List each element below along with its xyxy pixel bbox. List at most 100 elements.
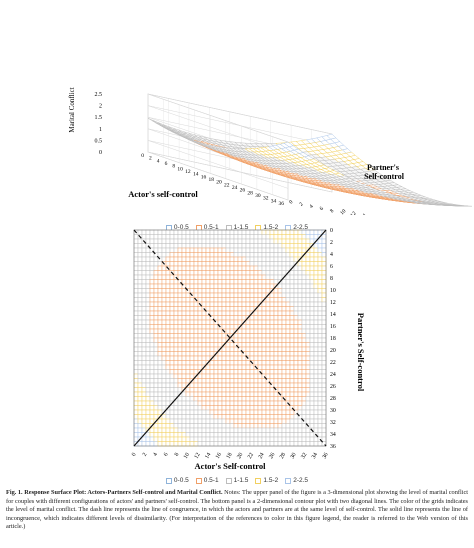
contour-cell [133,409,139,415]
contour-cell [161,310,167,316]
contour-cell [185,243,191,249]
contour-cell [265,405,271,411]
contour-cell [217,360,223,366]
actor-tick-label: 16 [201,174,207,180]
contour-cell [285,297,291,303]
contour-cell [253,396,259,402]
contour-cell [317,333,323,339]
contour-cell [289,252,295,258]
contour-cell [149,391,155,397]
contour-cell [169,382,175,388]
contour-cell [193,247,199,253]
contour-cell [157,265,163,271]
contour-cell [241,243,247,249]
contour-cell [317,427,323,433]
contour-cell [245,382,251,388]
legend-label: 0.5-1 [203,224,219,231]
contour-cell [209,319,215,325]
contour-cell [161,306,167,312]
contour-cell [233,346,239,352]
contour-cell [229,288,235,294]
contour-cell [205,229,211,235]
contour-cell [249,337,255,343]
contour-cell [273,337,279,343]
contour-cell [265,283,271,289]
contour-cell [157,400,163,406]
contour-cell [149,315,155,321]
contour-cell [189,342,195,348]
legend-label: 0-0.5 [173,477,189,484]
contour-cell [213,297,219,303]
contour-cell [189,283,195,289]
contour-cell [321,400,327,406]
contour-cell [137,306,143,312]
contour-cell [273,297,279,303]
partner-tick-label: 12 [350,210,358,215]
contour-cell [269,310,275,316]
contour-cell [297,418,303,424]
contour-cell [225,423,231,429]
contour-cell [225,436,231,442]
contour-cell [245,274,251,280]
contour-cell [233,279,239,285]
contour-cell [321,292,327,298]
contour-cell [177,387,183,393]
contour-cell [225,400,231,406]
contour-cell [193,382,199,388]
contour-cell [189,396,195,402]
contour-cell [265,274,271,280]
contour-cell [309,328,315,334]
contour-cell [177,234,183,240]
contour-cell [169,333,175,339]
contour-cell [265,436,271,442]
contour-cell [157,337,163,343]
contour-cell [245,333,251,339]
contour-cell [201,405,207,411]
contour-cell [133,337,139,343]
contour-x-tick: 20 [236,452,244,460]
contour-cell [249,423,255,429]
contour-x-tick: 16 [215,452,223,460]
contour-cell [321,432,327,438]
contour-cell [157,319,163,325]
contour-cell [149,360,155,366]
contour-cell [269,238,275,244]
contour-cell [161,351,167,357]
contour-cell [213,378,219,384]
contour-cell [157,288,163,294]
contour-cell [249,351,255,357]
contour-cell [285,283,291,289]
contour-cell [133,310,139,316]
contour-cell [161,238,167,244]
contour-cell [133,396,139,402]
contour-cell [281,243,287,249]
contour-cell [149,292,155,298]
contour-cell [293,351,299,357]
contour-cell [237,441,243,447]
contour-cell [233,283,239,289]
actor-tick-label: 22 [224,182,230,188]
contour-cell [153,283,159,289]
contour-cell [273,441,279,447]
contour-cell [281,360,287,366]
contour-cell [205,391,211,397]
contour-cell [165,342,171,348]
contour-cell [221,279,227,285]
contour-cell [241,369,247,375]
contour-cell [205,306,211,312]
contour-cell [281,373,287,379]
contour-cell [221,319,227,325]
contour-cell [209,261,215,267]
contour-cell [205,355,211,361]
contour-cell [165,378,171,384]
contour-cell [165,319,171,325]
contour-cell [209,373,215,379]
contour-cell [277,261,283,267]
contour-cell [305,400,311,406]
contour-cell [297,396,303,402]
contour-cell [229,247,235,253]
contour-cell [189,319,195,325]
contour-cell [261,279,267,285]
contour-cell [193,369,199,375]
contour-cell [261,310,267,316]
